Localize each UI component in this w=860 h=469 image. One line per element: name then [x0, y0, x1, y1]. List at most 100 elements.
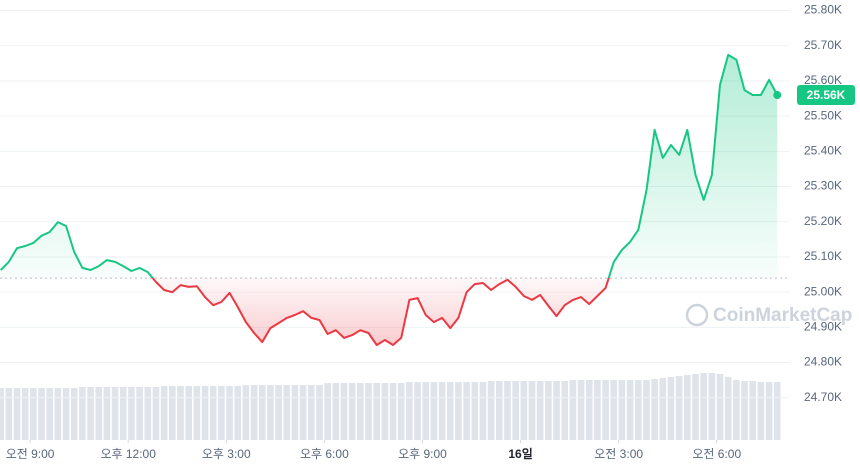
main-layer: 25.56K — [0, 53, 855, 346]
volume-bar — [716, 374, 724, 440]
volume-bar — [13, 388, 21, 440]
volume-bar — [496, 381, 503, 440]
volume-bar — [332, 383, 340, 440]
volume-bar — [545, 381, 552, 440]
y-tick-label: 24.90K — [804, 320, 842, 334]
volume-bar — [258, 385, 266, 440]
volume-bar — [561, 381, 568, 440]
x-tick-label: 오후 12:00 — [100, 447, 156, 461]
volume-layer — [0, 373, 781, 440]
volume-bar — [291, 385, 299, 440]
volume-bar — [406, 382, 413, 440]
volume-bar — [316, 385, 323, 440]
volume-bar — [397, 383, 405, 440]
volume-bar — [136, 387, 143, 440]
volume-bar — [348, 383, 356, 440]
volume-bar — [226, 386, 233, 440]
volume-bar — [618, 380, 626, 440]
volume-bar — [700, 373, 707, 440]
volume-bar — [144, 387, 152, 440]
volume-bar — [299, 385, 307, 440]
volume-bar — [487, 381, 495, 440]
volume-bar — [659, 378, 667, 440]
volume-bar — [0, 388, 4, 440]
volume-bar — [667, 377, 675, 440]
volume-bar — [765, 382, 773, 440]
volume-bar — [610, 380, 618, 440]
volume-bar — [283, 385, 291, 440]
volume-bar — [414, 382, 421, 440]
volume-bar — [193, 386, 201, 440]
watermark-group: CoinMarketCap — [685, 303, 852, 327]
volume-bar — [177, 386, 184, 440]
volume-bar — [373, 383, 380, 440]
price-tag-label: 25.56K — [807, 88, 846, 102]
volume-bar — [536, 381, 544, 440]
price-area — [0, 54, 778, 346]
volume-bar — [471, 382, 479, 440]
y-tick-label: 25.50K — [804, 108, 842, 122]
x-tick-label: 오전 3:00 — [594, 447, 643, 461]
volume-bar — [103, 387, 111, 440]
volume-bar — [692, 374, 699, 440]
volume-bar — [504, 381, 511, 440]
volume-bar — [95, 387, 103, 440]
y-tick-label: 25.70K — [804, 38, 842, 52]
y-tick-label: 25.00K — [804, 284, 842, 298]
x-tick-label: 오후 6:00 — [300, 447, 349, 461]
volume-bar — [512, 381, 519, 440]
y-tick-label: 24.70K — [804, 390, 842, 404]
y-tick-label: 25.40K — [804, 144, 842, 158]
volume-bar — [218, 386, 225, 440]
volume-bar — [185, 386, 192, 440]
volume-bar — [643, 380, 650, 440]
watermark-logo — [685, 303, 709, 327]
volume-bar — [54, 388, 62, 440]
volume-bar — [757, 382, 765, 440]
x-tick-label: 오후 3:00 — [202, 447, 251, 461]
volume-bar — [553, 381, 560, 440]
volume-bar — [46, 388, 53, 440]
x-tick-label: 오전 9:00 — [6, 447, 55, 461]
volume-bar — [70, 388, 78, 440]
volume-bar — [209, 386, 217, 440]
y-tick-label: 25.20K — [804, 214, 842, 228]
volume-bar — [128, 387, 135, 440]
volume-bar — [773, 382, 781, 440]
volume-bar — [87, 387, 94, 440]
volume-bar — [602, 380, 609, 440]
volume-bar — [585, 380, 593, 440]
volume-bar — [169, 386, 176, 440]
volume-bar — [381, 383, 389, 440]
volume-bar — [651, 379, 658, 440]
x-tick-label: 16일 — [508, 447, 532, 461]
grid-layer: 24.70K 24.80K 24.90K 25.00K 25.10K 25.20K 25.3… — [0, 3, 842, 461]
volume-bar — [234, 386, 242, 440]
volume-bar — [389, 383, 397, 440]
x-tick-label: 오전 6:00 — [692, 447, 741, 461]
volume-bar — [430, 382, 438, 440]
volume-bar — [38, 388, 45, 440]
volume-bar — [5, 388, 13, 440]
volume-bar — [152, 387, 160, 440]
volume-bar — [446, 382, 454, 440]
volume-bar — [21, 388, 29, 440]
volume-bar — [307, 385, 315, 440]
volume-bar — [626, 380, 634, 440]
y-tick-label: 25.60K — [804, 73, 842, 87]
volume-bar — [594, 380, 601, 440]
volume-bar — [357, 383, 364, 440]
volume-bar — [724, 377, 732, 440]
price-line — [0, 53, 779, 346]
volume-bar — [365, 383, 372, 440]
volume-bar — [324, 383, 331, 440]
volume-bar — [479, 382, 487, 440]
volume-bar — [684, 375, 691, 440]
volume-bar — [79, 387, 86, 440]
volume-bar — [520, 381, 528, 440]
volume-bar — [749, 381, 757, 440]
volume-bar — [422, 382, 430, 440]
volume-bar — [675, 376, 683, 440]
volume-bar — [733, 380, 740, 440]
